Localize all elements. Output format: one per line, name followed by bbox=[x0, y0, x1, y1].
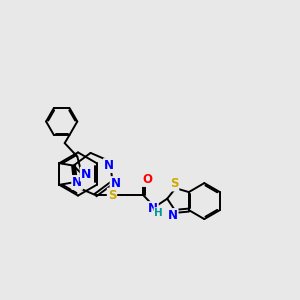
Text: N: N bbox=[81, 167, 91, 181]
Text: N: N bbox=[148, 202, 158, 215]
Text: N: N bbox=[110, 177, 121, 190]
Text: N: N bbox=[104, 159, 114, 172]
Text: O: O bbox=[142, 173, 152, 186]
Text: N: N bbox=[72, 176, 82, 189]
Text: S: S bbox=[108, 189, 116, 202]
Text: S: S bbox=[170, 178, 178, 190]
Text: H: H bbox=[154, 208, 163, 218]
Text: N: N bbox=[168, 209, 178, 222]
